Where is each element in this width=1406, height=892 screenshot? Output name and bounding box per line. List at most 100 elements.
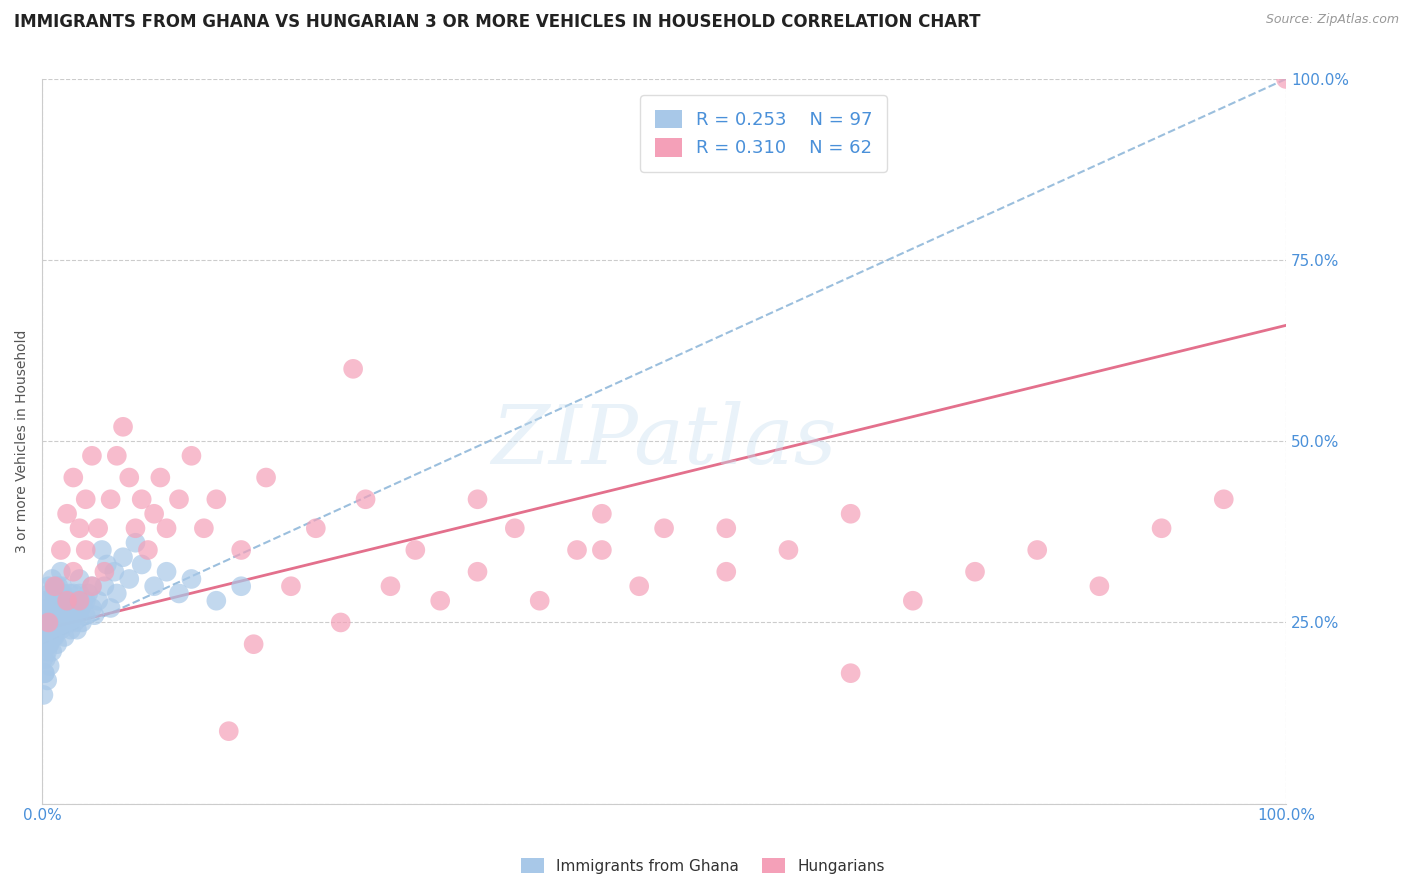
Point (467, 492, 489, 507)
Point (467, 565, 489, 579)
Point (193, 521, 215, 535)
Point (70, 615, 93, 630)
Point (77, 586, 100, 600)
Point (155, 521, 177, 535)
Point (62, 565, 84, 579)
Point (75, 593, 97, 607)
Point (75, 543, 97, 558)
Point (41, 623, 63, 637)
Point (254, 470, 277, 484)
Point (38, 586, 60, 600)
Point (167, 586, 190, 600)
Point (60, 608, 83, 623)
Point (53, 615, 76, 630)
Point (62, 593, 84, 607)
Point (48, 579, 70, 593)
Point (1026, 543, 1049, 558)
Point (58, 608, 80, 623)
Point (839, 666, 862, 681)
Point (53, 630, 76, 644)
Point (155, 565, 177, 579)
Point (652, 521, 675, 535)
Point (124, 521, 146, 535)
Point (231, 579, 253, 593)
Point (65, 601, 87, 615)
Point (41, 644, 63, 658)
Point (44, 593, 66, 607)
Point (41, 601, 63, 615)
Point (62, 470, 84, 484)
Point (180, 449, 202, 463)
Point (44, 630, 66, 644)
Point (72, 593, 94, 607)
Point (37, 644, 59, 658)
Point (93, 565, 115, 579)
Point (48, 601, 70, 615)
Point (118, 572, 141, 586)
Point (100, 492, 122, 507)
Point (1275, 72, 1298, 87)
Point (46, 637, 69, 651)
Point (48, 593, 70, 607)
Point (35, 615, 58, 630)
Point (37, 615, 59, 630)
Point (80, 579, 103, 593)
Point (105, 586, 128, 600)
Point (131, 492, 153, 507)
Point (75, 492, 97, 507)
Point (46, 615, 69, 630)
Point (56, 615, 79, 630)
Point (51, 579, 73, 593)
Point (42, 608, 65, 623)
Point (167, 492, 190, 507)
Point (46, 601, 69, 615)
Point (105, 449, 128, 463)
Point (591, 507, 613, 521)
Point (529, 593, 551, 607)
Point (716, 565, 738, 579)
Point (48, 615, 70, 630)
Point (100, 601, 122, 615)
Point (49, 565, 72, 579)
Point (37, 673, 59, 688)
Point (305, 521, 328, 535)
Point (45, 623, 67, 637)
Point (143, 507, 166, 521)
Point (37, 637, 59, 651)
Point (1150, 521, 1173, 535)
Point (280, 579, 302, 593)
Point (69, 601, 91, 615)
Point (1212, 492, 1234, 507)
Point (503, 521, 526, 535)
Point (39, 615, 62, 630)
Point (429, 593, 451, 607)
Point (41, 572, 63, 586)
Point (66, 623, 89, 637)
Point (69, 521, 91, 535)
Point (49, 543, 72, 558)
Point (44, 579, 66, 593)
Point (45, 579, 67, 593)
Point (354, 492, 377, 507)
Point (34, 637, 56, 651)
Point (80, 579, 103, 593)
Point (63, 615, 86, 630)
Point (49, 601, 72, 615)
Point (839, 507, 862, 521)
Point (716, 521, 738, 535)
Point (103, 565, 125, 579)
Point (42, 608, 65, 623)
Point (242, 637, 264, 651)
Point (380, 579, 402, 593)
Point (37, 601, 59, 615)
Point (44, 615, 66, 630)
Point (205, 492, 228, 507)
Legend: Immigrants from Ghana, Hungarians: Immigrants from Ghana, Hungarians (515, 852, 891, 880)
Point (52, 601, 75, 615)
Point (231, 543, 253, 558)
Point (48, 608, 70, 623)
Point (38, 659, 60, 673)
Point (38, 637, 60, 651)
Point (34, 666, 56, 681)
Point (901, 593, 924, 607)
